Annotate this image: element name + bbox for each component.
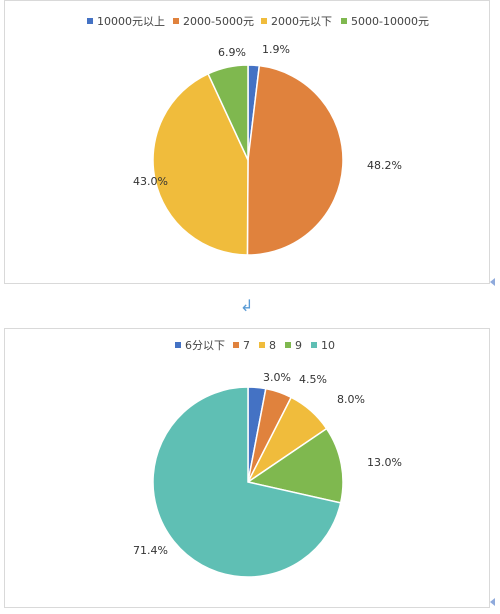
legend-label-scores-3: 9 (295, 339, 302, 352)
data-label-spending-2: 43.0% (133, 175, 168, 188)
legend-swatch-scores-1 (233, 342, 239, 348)
legend-label-scores-4: 10 (321, 339, 335, 352)
pie-chart-spending: 10000元以上 2000-5000元 2000元以下 5000-10000元 1.9%… (4, 0, 490, 284)
pie-chart-spending-svg: 10000元以上 2000-5000元 2000元以下 5000-10000元 1.9%… (87, 15, 429, 256)
legend-label-scores-1: 7 (243, 339, 250, 352)
pie-slice-scores-3 (246, 427, 344, 504)
legend-swatch-scores-3 (285, 342, 291, 348)
legend-label-scores-0: 6分以下 (185, 339, 225, 352)
data-label-spending-0: 1.9% (262, 43, 290, 56)
data-label-scores-4: 71.4% (133, 544, 168, 557)
legend-label-spending-3: 5000-10000元 (351, 15, 429, 28)
legend-swatch-scores-0 (175, 342, 181, 348)
legend-swatch-spending-3 (341, 18, 347, 24)
legend-label-spending-1: 2000-5000元 (183, 15, 254, 28)
pie-slice-spending-1 (246, 64, 344, 256)
data-label-scores-0: 3.0% (263, 371, 291, 384)
legend-label-scores-2: 8 (269, 339, 276, 352)
pie-slice-spending-2 (152, 72, 249, 256)
legend-swatch-scores-2 (259, 342, 265, 348)
anchor-marker-icon (490, 598, 495, 606)
legend-swatch-scores-4 (311, 342, 317, 348)
pie-chart-scores-svg: 6分以下 7 8 9 10 3.0% 4.5% 8.0% 13.0% 71.4% (133, 339, 402, 578)
data-label-scores-1: 4.5% (299, 373, 327, 386)
data-label-spending-1: 48.2% (367, 159, 402, 172)
data-label-spending-3: 6.9% (218, 46, 246, 59)
data-label-scores-3: 13.0% (367, 456, 402, 469)
anchor-marker-icon (490, 278, 495, 286)
legend-label-spending-2: 2000元以下 (271, 15, 332, 28)
legend-swatch-spending-1 (173, 18, 179, 24)
legend-label-spending-0: 10000元以上 (97, 15, 165, 28)
paragraph-return-icon: ↲ (240, 296, 254, 315)
pie-slice-scores-4 (152, 386, 342, 578)
data-label-scores-2: 8.0% (337, 393, 365, 406)
pie-chart-scores: 6分以下 7 8 9 10 3.0% 4.5% 8.0% 13.0% 71.4% (4, 328, 490, 608)
legend-swatch-spending-0 (87, 18, 93, 24)
pie-slice-spending-3 (207, 64, 249, 161)
legend-swatch-spending-2 (261, 18, 267, 24)
